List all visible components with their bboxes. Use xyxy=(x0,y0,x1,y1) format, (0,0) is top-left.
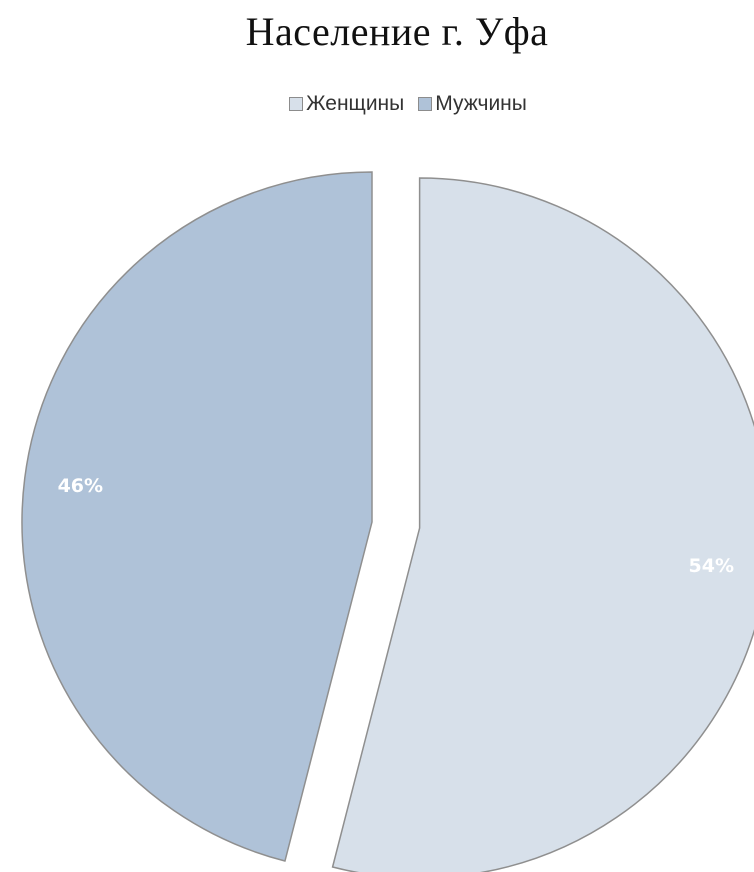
pie-slice-women xyxy=(331,177,754,872)
legend-label-men: Мужчины xyxy=(435,92,527,115)
chart-legend: Женщины Мужчины xyxy=(0,92,754,116)
chart-title: Население г. Уфа xyxy=(245,9,549,54)
legend-swatch-women xyxy=(289,97,304,111)
data-label-men: 46% xyxy=(58,475,103,497)
legend-swatch-men xyxy=(418,97,433,111)
legend-item-men: Мужчины xyxy=(418,92,527,116)
legend-label-women: Женщины xyxy=(306,92,405,115)
data-label-women: 54% xyxy=(689,555,734,577)
pie-slice-men xyxy=(21,171,373,862)
legend-item-women: Женщины xyxy=(289,92,404,116)
